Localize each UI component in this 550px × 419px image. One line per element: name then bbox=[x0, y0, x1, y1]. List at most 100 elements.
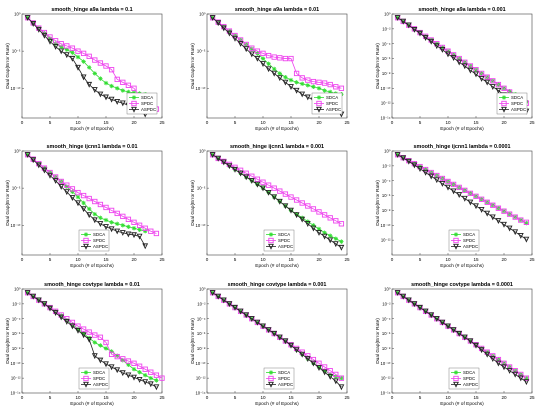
x-tick-label: 20 bbox=[501, 395, 507, 400]
data-point bbox=[35, 297, 42, 304]
data-point bbox=[489, 84, 496, 91]
data-point bbox=[517, 233, 524, 239]
x-tick-label: 10 bbox=[445, 395, 451, 400]
data-point bbox=[80, 192, 87, 199]
data-point bbox=[126, 362, 131, 367]
data-point bbox=[98, 343, 103, 348]
data-point bbox=[142, 243, 149, 250]
data-point bbox=[271, 185, 277, 191]
data-point bbox=[59, 44, 64, 49]
data-point bbox=[237, 41, 244, 47]
series-aspdc bbox=[24, 152, 149, 250]
data-point bbox=[86, 195, 92, 202]
legend-label: SDCA bbox=[141, 95, 153, 100]
data-point bbox=[265, 66, 272, 73]
data-point bbox=[328, 233, 333, 238]
data-point bbox=[64, 316, 70, 322]
data-point bbox=[24, 15, 31, 21]
x-tick-label: 15 bbox=[473, 257, 479, 262]
legend-label: ASPDC bbox=[93, 244, 108, 249]
data-point bbox=[52, 310, 59, 316]
data-point bbox=[524, 375, 529, 381]
data-point bbox=[81, 59, 86, 64]
data-point bbox=[305, 203, 311, 209]
data-point bbox=[80, 74, 87, 81]
data-point bbox=[461, 334, 468, 341]
chart-title: smooth_hinge ijcnn1 lambda = 0.0001 bbox=[414, 144, 511, 150]
y-tick-label: 10⁻¹⁴ bbox=[380, 116, 390, 121]
data-point bbox=[293, 70, 300, 77]
data-point bbox=[322, 88, 327, 93]
data-point bbox=[232, 166, 238, 173]
data-point bbox=[69, 55, 76, 62]
data-point bbox=[405, 22, 412, 29]
data-point bbox=[484, 74, 490, 80]
data-point bbox=[87, 335, 92, 341]
y-tick-label: 10⁻¹⁴ bbox=[380, 391, 390, 396]
data-point bbox=[125, 231, 132, 238]
legend-label: ASPDC bbox=[463, 244, 478, 249]
data-point bbox=[97, 357, 104, 364]
data-point bbox=[232, 32, 238, 39]
data-point bbox=[310, 78, 317, 85]
legend-marker bbox=[83, 381, 89, 388]
x-tick-label: 0 bbox=[21, 120, 24, 125]
data-point bbox=[153, 384, 160, 391]
data-point bbox=[450, 181, 457, 188]
y-axis-label: Dual Gap(Error Rate) bbox=[375, 180, 381, 226]
legend-marker bbox=[268, 375, 274, 382]
legend-marker bbox=[83, 237, 89, 244]
data-point bbox=[288, 194, 294, 200]
chart-title: smooth_hinge a9a lambda = 0.001 bbox=[418, 7, 505, 13]
series-spdc bbox=[209, 15, 345, 91]
chart-title: smooth_hinge covtype lambda = 0.01 bbox=[44, 282, 140, 288]
y-tick-label: 10⁻⁴ bbox=[382, 316, 391, 321]
data-point bbox=[276, 75, 283, 82]
data-point bbox=[87, 65, 92, 70]
data-point bbox=[411, 26, 418, 33]
data-point bbox=[422, 166, 429, 173]
x-tick-label: 10 bbox=[75, 257, 81, 262]
data-point bbox=[109, 220, 114, 225]
data-point bbox=[131, 374, 137, 381]
legend-label: SDCA bbox=[278, 370, 290, 375]
data-point bbox=[47, 169, 53, 176]
y-tick-label: 10⁻⁵ bbox=[197, 49, 206, 54]
data-point bbox=[462, 59, 468, 65]
legend-label: SPDC bbox=[511, 101, 523, 106]
data-point bbox=[265, 182, 272, 188]
data-point bbox=[456, 59, 463, 66]
y-tick-label: 10⁰ bbox=[14, 287, 21, 292]
data-point bbox=[445, 48, 451, 54]
data-point bbox=[254, 176, 261, 182]
data-point bbox=[248, 178, 255, 184]
data-point bbox=[86, 329, 92, 335]
x-tick-label: 5 bbox=[419, 257, 422, 262]
data-point bbox=[405, 297, 412, 304]
data-point bbox=[120, 79, 126, 85]
y-tick-label: 10⁻² bbox=[197, 301, 206, 306]
y-axis-label: Dual Gap(Error Rate) bbox=[5, 43, 11, 89]
legend-marker bbox=[316, 95, 322, 100]
data-point bbox=[136, 233, 143, 240]
data-point bbox=[114, 210, 120, 217]
x-tick-label: 10 bbox=[75, 120, 81, 125]
data-point bbox=[131, 219, 137, 225]
x-axis-label: Epoch (# of Epochs) bbox=[70, 263, 114, 269]
data-point bbox=[47, 36, 53, 41]
data-point bbox=[260, 56, 266, 61]
data-point bbox=[215, 20, 222, 27]
data-point bbox=[456, 55, 462, 62]
data-point bbox=[58, 48, 65, 55]
data-point bbox=[310, 206, 317, 212]
legend-label: SDCA bbox=[93, 232, 105, 237]
data-point bbox=[484, 199, 490, 205]
data-point bbox=[114, 367, 121, 374]
data-point bbox=[80, 332, 87, 339]
data-point bbox=[512, 371, 519, 378]
data-point bbox=[439, 319, 446, 326]
